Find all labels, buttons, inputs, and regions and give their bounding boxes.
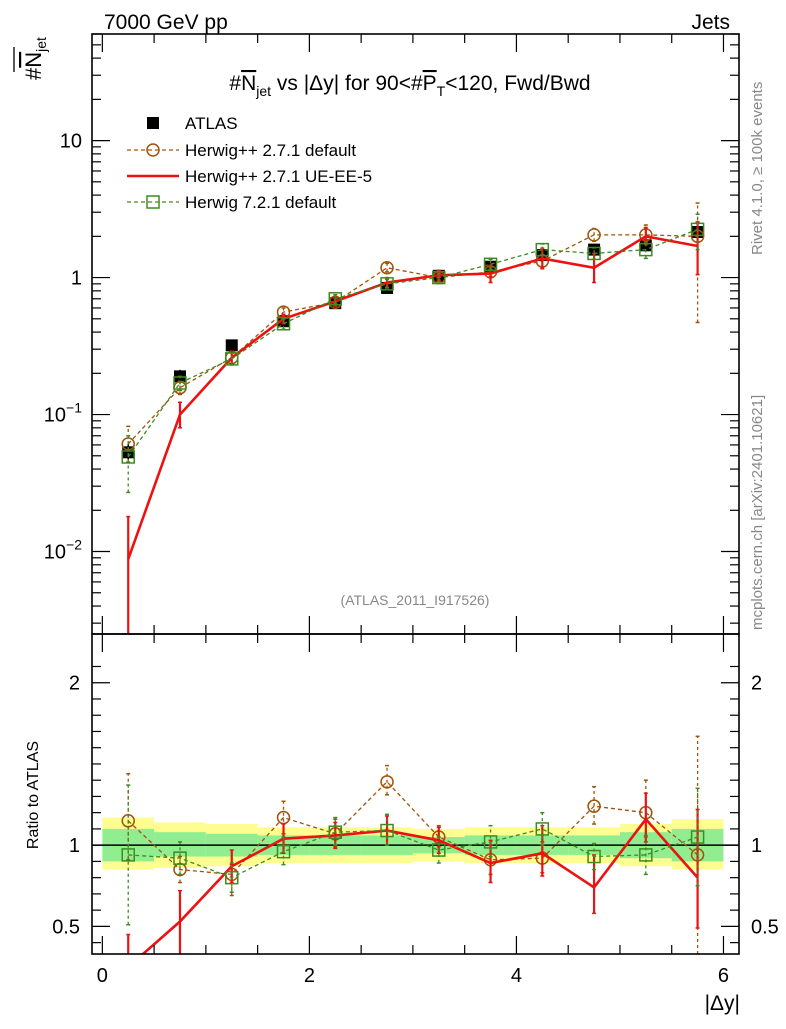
data-point xyxy=(639,242,653,257)
legend-marker-herwigpp-default xyxy=(146,143,160,157)
ratio-y-tick-label: 2 xyxy=(69,673,80,695)
data-point xyxy=(639,848,653,862)
data-point xyxy=(587,849,601,864)
svg-text:mcplots.cern.ch [arXiv:2401.10: mcplots.cern.ch [arXiv:2401.10621] xyxy=(749,395,766,630)
title-n-sub: jet xyxy=(255,83,271,99)
ratio-series-herwig-2-7-1-ue-ee-5 xyxy=(126,792,700,954)
data-point xyxy=(483,835,498,849)
legend-marker-herwig7 xyxy=(146,195,160,209)
data-point xyxy=(483,257,498,272)
legend-label-herwigpp-ueee5: Herwig++ 2.7.1 UE-EE-5 xyxy=(185,167,372,186)
analysis-watermark: (ATLAS_2011_I917526) xyxy=(341,592,490,608)
data-point xyxy=(380,823,394,838)
main-y-tick-label: 10−2 xyxy=(44,537,82,564)
ratio-y-tick-label: 0.5 xyxy=(52,916,80,938)
legend-item-herwig7: Herwig 7.2.1 default xyxy=(127,193,336,212)
svg-text:Ratio to ATLAS: Ratio to ATLAS xyxy=(25,741,42,849)
data-point xyxy=(535,822,550,836)
x-tick-label: 6 xyxy=(718,965,729,987)
ratio-frame xyxy=(91,633,740,955)
ratio-y-tick-label: 1 xyxy=(69,835,80,857)
data-point xyxy=(276,844,291,859)
data-point xyxy=(587,246,601,261)
ylabel-hash: # xyxy=(21,67,46,80)
data-point xyxy=(690,830,705,844)
ratio-series-herwig-7-2-1-default xyxy=(121,784,705,926)
legend: ATLAS Herwig++ 2.7.1 default Herwig++ 2.… xyxy=(127,114,372,212)
title-mid: vs |Δy| for 90<# xyxy=(271,72,423,95)
data-point xyxy=(225,339,238,352)
svg-text:#Njet: #Njet xyxy=(21,37,49,80)
ylabel-sub: jet xyxy=(33,37,49,53)
ratio-ylabel: Ratio to ATLAS xyxy=(25,741,42,849)
series-line xyxy=(128,828,698,879)
main-y-tick-label: 10 xyxy=(60,131,82,153)
data-point xyxy=(121,848,135,862)
legend-item-herwigpp-default: Herwig++ 2.7.1 default xyxy=(127,141,356,160)
data-point xyxy=(328,292,343,306)
data-point xyxy=(587,228,601,242)
data-point xyxy=(432,270,446,285)
data-point xyxy=(380,775,394,789)
ratio-series-layer xyxy=(92,735,739,954)
ylabel-n: N xyxy=(21,52,46,68)
title-p-sub: T xyxy=(437,83,446,99)
header-right: Jets xyxy=(691,11,730,34)
series-line xyxy=(127,228,698,458)
data-point xyxy=(173,851,187,865)
data-point xyxy=(121,450,135,464)
ratio-y-tick-label-right: 1 xyxy=(751,835,762,857)
main-series-herwig-2-7-1-default xyxy=(121,202,705,463)
svg-text:Rivet 4.1.0, ≥ 100k events: Rivet 4.1.0, ≥ 100k events xyxy=(749,82,766,255)
data-point xyxy=(380,260,394,275)
x-tick-label: 2 xyxy=(304,965,315,987)
data-point xyxy=(328,825,343,839)
legend-item-atlas: ATLAS xyxy=(147,114,238,133)
main-series-herwig-7-2-1-default xyxy=(121,213,705,494)
series-line xyxy=(127,234,698,560)
main-ylabel: #Njet xyxy=(21,37,49,80)
rivet-label: Rivet 4.1.0, ≥ 100k events xyxy=(749,82,766,255)
header-left: 7000 GeV pp xyxy=(104,11,228,34)
mcplots-label: mcplots.cern.ch [arXiv:2401.10621] xyxy=(749,395,766,630)
main-series-layer xyxy=(121,202,705,634)
ratio-y-tick-label-right: 0.5 xyxy=(751,916,779,938)
data-point xyxy=(225,870,239,885)
data-point xyxy=(276,317,291,331)
title-tail: <120, Fwd/Bwd xyxy=(445,72,590,95)
data-point xyxy=(535,242,550,257)
series-line xyxy=(141,817,699,954)
ratio-uncertainty-band xyxy=(102,817,724,870)
x-axis-label: |Δy| xyxy=(705,992,740,1015)
data-point xyxy=(225,352,239,366)
data-point xyxy=(380,277,394,291)
title-n: N xyxy=(241,72,256,95)
data-point xyxy=(587,799,601,813)
data-point xyxy=(173,376,187,390)
chart-title: #Njet vs |Δy| for 90<#PT<120, Fwd/Bwd xyxy=(229,72,590,99)
data-point xyxy=(690,222,705,237)
x-tick-label: 0 xyxy=(97,965,108,987)
title-hash: # xyxy=(229,72,241,95)
series-line xyxy=(127,234,698,445)
data-point xyxy=(432,843,446,857)
main-y-tick-label: 10−1 xyxy=(44,400,82,427)
ratio-y-tick-label-right: 2 xyxy=(751,673,762,695)
legend-label-herwigpp-default: Herwig++ 2.7.1 default xyxy=(185,141,356,160)
legend-label-herwig7: Herwig 7.2.1 default xyxy=(185,193,336,212)
legend-label-atlas: ATLAS xyxy=(185,114,238,133)
legend-marker-atlas xyxy=(147,117,159,129)
x-tick-label: 4 xyxy=(511,965,522,987)
main-series-atlas xyxy=(122,225,704,463)
title-p: P xyxy=(423,72,437,95)
data-point xyxy=(122,446,135,459)
axes-layer: 10−2 10−1 1 10 0 2 4 6 0.5 0.5 1 1 2 2 xyxy=(44,33,779,987)
legend-item-herwigpp-ueee5: Herwig++ 2.7.1 UE-EE-5 xyxy=(127,167,372,186)
main-y-tick-label: 1 xyxy=(71,268,82,290)
main-series-herwig-2-7-1-ue-ee-5 xyxy=(126,221,700,634)
